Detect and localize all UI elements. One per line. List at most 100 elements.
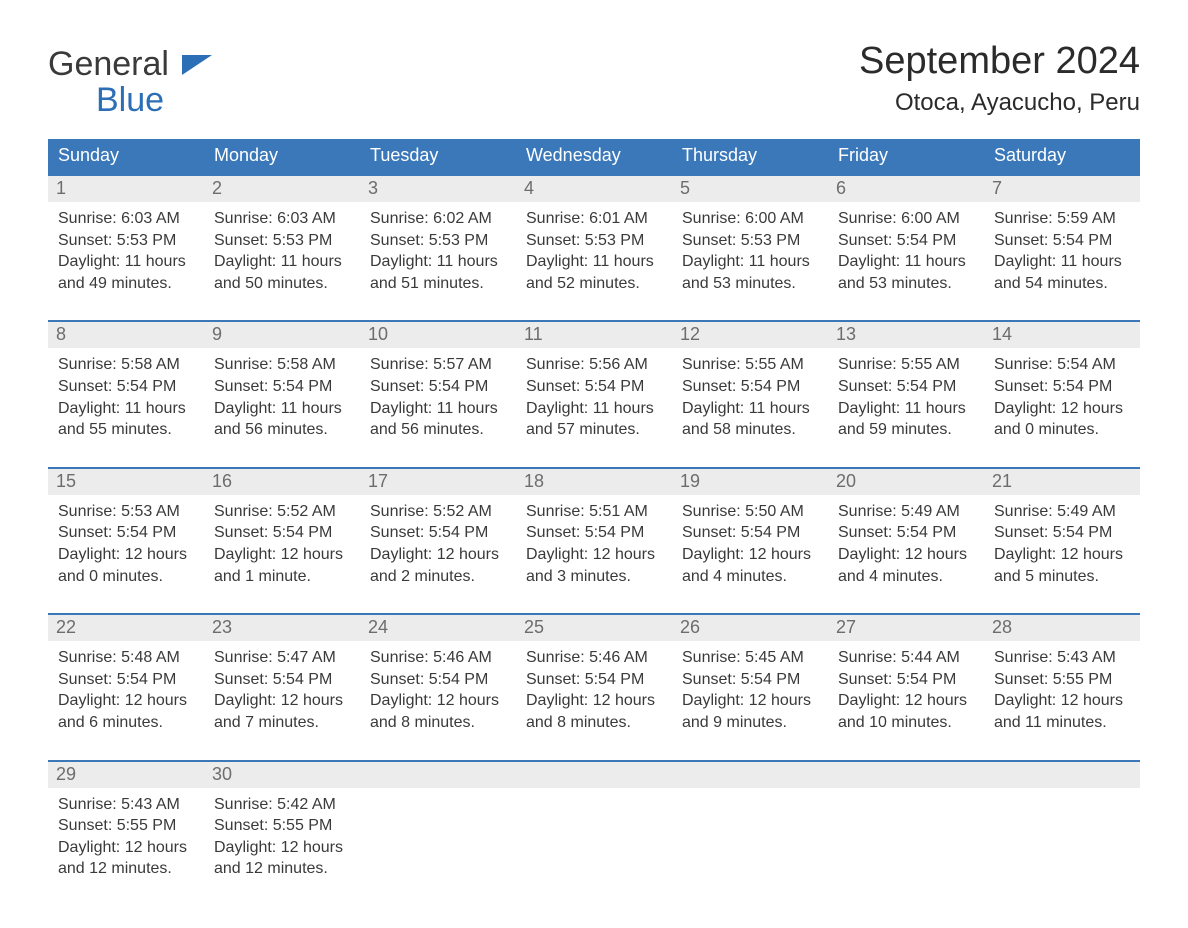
daylight-text: Daylight: 11 hours and 56 minutes. bbox=[214, 398, 350, 441]
day-cell: Sunrise: 5:50 AMSunset: 5:54 PMDaylight:… bbox=[672, 495, 828, 595]
daylight-text: Daylight: 12 hours and 9 minutes. bbox=[682, 690, 818, 733]
day-number: 11 bbox=[516, 322, 672, 348]
day-cell: Sunrise: 5:49 AMSunset: 5:54 PMDaylight:… bbox=[828, 495, 984, 595]
sunset-text: Sunset: 5:54 PM bbox=[994, 376, 1130, 398]
sunrise-text: Sunrise: 5:43 AM bbox=[994, 647, 1130, 669]
day-number: 1 bbox=[48, 176, 204, 202]
day-cell: Sunrise: 5:53 AMSunset: 5:54 PMDaylight:… bbox=[48, 495, 204, 595]
sunset-text: Sunset: 5:54 PM bbox=[214, 522, 350, 544]
day-cell: Sunrise: 6:02 AMSunset: 5:53 PMDaylight:… bbox=[360, 202, 516, 302]
daylight-text: Daylight: 12 hours and 11 minutes. bbox=[994, 690, 1130, 733]
day-header-sunday: Sunday bbox=[48, 139, 204, 174]
day-number: 3 bbox=[360, 176, 516, 202]
sunrise-text: Sunrise: 5:54 AM bbox=[994, 354, 1130, 376]
daylight-text: Daylight: 11 hours and 56 minutes. bbox=[370, 398, 506, 441]
sunset-text: Sunset: 5:55 PM bbox=[214, 815, 350, 837]
topbar: General Blue September 2024 Otoca, Ayacu… bbox=[48, 40, 1140, 117]
day-number: 27 bbox=[828, 615, 984, 641]
day-cell: Sunrise: 5:58 AMSunset: 5:54 PMDaylight:… bbox=[204, 348, 360, 448]
day-header-saturday: Saturday bbox=[984, 139, 1140, 174]
sunrise-text: Sunrise: 5:52 AM bbox=[214, 501, 350, 523]
daylight-text: Daylight: 12 hours and 3 minutes. bbox=[526, 544, 662, 587]
sunset-text: Sunset: 5:54 PM bbox=[58, 376, 194, 398]
day-number: 28 bbox=[984, 615, 1140, 641]
day-number: 15 bbox=[48, 469, 204, 495]
sunset-text: Sunset: 5:54 PM bbox=[994, 230, 1130, 252]
sunset-text: Sunset: 5:54 PM bbox=[370, 522, 506, 544]
day-cell bbox=[672, 788, 828, 888]
sunrise-text: Sunrise: 5:45 AM bbox=[682, 647, 818, 669]
day-header-monday: Monday bbox=[204, 139, 360, 174]
sunrise-text: Sunrise: 5:55 AM bbox=[838, 354, 974, 376]
daylight-text: Daylight: 12 hours and 8 minutes. bbox=[370, 690, 506, 733]
sunset-text: Sunset: 5:55 PM bbox=[994, 669, 1130, 691]
sunrise-text: Sunrise: 5:56 AM bbox=[526, 354, 662, 376]
daynum-row: 2930 bbox=[48, 762, 1140, 788]
sunset-text: Sunset: 5:54 PM bbox=[682, 376, 818, 398]
day-cell: Sunrise: 5:45 AMSunset: 5:54 PMDaylight:… bbox=[672, 641, 828, 741]
daynum-row: 891011121314 bbox=[48, 322, 1140, 348]
day-cell: Sunrise: 5:58 AMSunset: 5:54 PMDaylight:… bbox=[48, 348, 204, 448]
daylight-text: Daylight: 11 hours and 58 minutes. bbox=[682, 398, 818, 441]
sunrise-text: Sunrise: 5:58 AM bbox=[214, 354, 350, 376]
day-number bbox=[672, 762, 828, 788]
sunset-text: Sunset: 5:54 PM bbox=[682, 522, 818, 544]
day-number: 22 bbox=[48, 615, 204, 641]
sunrise-text: Sunrise: 5:53 AM bbox=[58, 501, 194, 523]
daynum-row: 1234567 bbox=[48, 176, 1140, 202]
daylight-text: Daylight: 12 hours and 7 minutes. bbox=[214, 690, 350, 733]
day-number bbox=[360, 762, 516, 788]
day-number: 24 bbox=[360, 615, 516, 641]
sunrise-text: Sunrise: 5:47 AM bbox=[214, 647, 350, 669]
daynum-row: 22232425262728 bbox=[48, 615, 1140, 641]
day-number: 21 bbox=[984, 469, 1140, 495]
day-cell bbox=[516, 788, 672, 888]
daynum-row: 15161718192021 bbox=[48, 469, 1140, 495]
day-number: 4 bbox=[516, 176, 672, 202]
location-label: Otoca, Ayacucho, Peru bbox=[859, 89, 1140, 117]
day-cell: Sunrise: 5:47 AMSunset: 5:54 PMDaylight:… bbox=[204, 641, 360, 741]
day-number: 14 bbox=[984, 322, 1140, 348]
day-number: 26 bbox=[672, 615, 828, 641]
daylight-text: Daylight: 12 hours and 12 minutes. bbox=[214, 837, 350, 880]
day-cell: Sunrise: 5:46 AMSunset: 5:54 PMDaylight:… bbox=[516, 641, 672, 741]
day-number bbox=[984, 762, 1140, 788]
week-row: 22232425262728Sunrise: 5:48 AMSunset: 5:… bbox=[48, 613, 1140, 741]
day-number: 9 bbox=[204, 322, 360, 348]
sunrise-text: Sunrise: 6:02 AM bbox=[370, 208, 506, 230]
day-number: 6 bbox=[828, 176, 984, 202]
day-number: 10 bbox=[360, 322, 516, 348]
day-header-row: SundayMondayTuesdayWednesdayThursdayFrid… bbox=[48, 139, 1140, 174]
flag-icon bbox=[182, 47, 212, 81]
sunrise-text: Sunrise: 5:55 AM bbox=[682, 354, 818, 376]
sunrise-text: Sunrise: 6:03 AM bbox=[58, 208, 194, 230]
daylight-text: Daylight: 12 hours and 8 minutes. bbox=[526, 690, 662, 733]
day-number: 19 bbox=[672, 469, 828, 495]
day-cell bbox=[984, 788, 1140, 888]
week-row: 2930Sunrise: 5:43 AMSunset: 5:55 PMDayli… bbox=[48, 760, 1140, 888]
day-number: 30 bbox=[204, 762, 360, 788]
sunset-text: Sunset: 5:54 PM bbox=[838, 376, 974, 398]
day-cell: Sunrise: 6:03 AMSunset: 5:53 PMDaylight:… bbox=[204, 202, 360, 302]
sunset-text: Sunset: 5:55 PM bbox=[58, 815, 194, 837]
sunset-text: Sunset: 5:53 PM bbox=[682, 230, 818, 252]
day-cell: Sunrise: 6:00 AMSunset: 5:53 PMDaylight:… bbox=[672, 202, 828, 302]
daylight-text: Daylight: 11 hours and 53 minutes. bbox=[682, 251, 818, 294]
daylight-text: Daylight: 11 hours and 53 minutes. bbox=[838, 251, 974, 294]
daylight-text: Daylight: 12 hours and 5 minutes. bbox=[994, 544, 1130, 587]
day-cell: Sunrise: 5:43 AMSunset: 5:55 PMDaylight:… bbox=[48, 788, 204, 888]
day-cell: Sunrise: 5:52 AMSunset: 5:54 PMDaylight:… bbox=[204, 495, 360, 595]
brand-logo: General Blue bbox=[48, 47, 212, 117]
day-number: 12 bbox=[672, 322, 828, 348]
sunrise-text: Sunrise: 5:43 AM bbox=[58, 794, 194, 816]
day-cell: Sunrise: 5:55 AMSunset: 5:54 PMDaylight:… bbox=[672, 348, 828, 448]
day-header-wednesday: Wednesday bbox=[516, 139, 672, 174]
sunset-text: Sunset: 5:54 PM bbox=[58, 669, 194, 691]
sunrise-text: Sunrise: 5:57 AM bbox=[370, 354, 506, 376]
sunrise-text: Sunrise: 6:03 AM bbox=[214, 208, 350, 230]
sunset-text: Sunset: 5:54 PM bbox=[526, 376, 662, 398]
sunset-text: Sunset: 5:54 PM bbox=[370, 376, 506, 398]
page-title: September 2024 bbox=[859, 40, 1140, 83]
sunrise-text: Sunrise: 5:46 AM bbox=[370, 647, 506, 669]
daylight-text: Daylight: 12 hours and 2 minutes. bbox=[370, 544, 506, 587]
